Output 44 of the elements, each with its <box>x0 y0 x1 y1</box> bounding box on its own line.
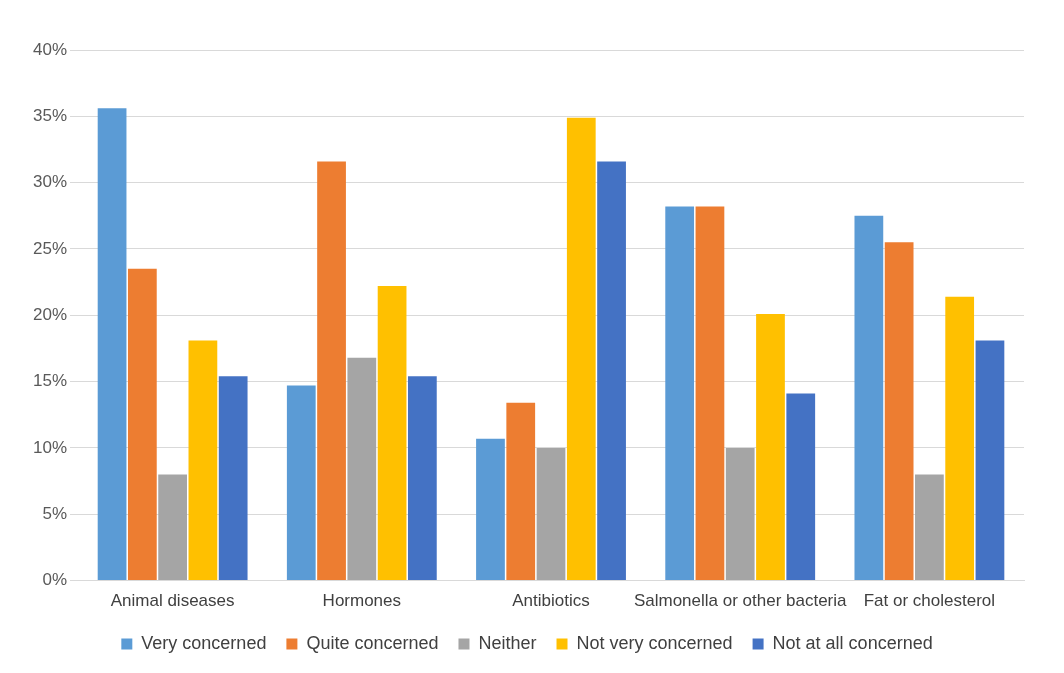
bar <box>158 474 187 581</box>
y-tick-label: 35% <box>32 106 68 126</box>
bar <box>756 313 785 581</box>
y-tick-label: 10% <box>32 437 68 457</box>
bar <box>975 340 1005 581</box>
legend-label: Not very concerned <box>576 632 733 653</box>
bar <box>317 161 346 581</box>
x-tick-label: Antibiotics <box>512 591 590 611</box>
x-tick-label: Fat or cholesterol <box>863 591 996 611</box>
bar <box>854 215 884 581</box>
bar <box>725 447 755 581</box>
bar <box>786 393 816 581</box>
bar <box>945 296 975 581</box>
bar <box>506 402 536 581</box>
legend-label: Quite concerned <box>306 632 439 653</box>
bar <box>188 340 218 581</box>
bar <box>884 242 914 581</box>
bar <box>347 357 377 581</box>
bar <box>915 474 944 581</box>
bar <box>665 206 695 581</box>
y-tick-label: 5% <box>42 503 68 523</box>
y-tick-label: 0% <box>42 570 68 590</box>
bar <box>127 268 157 581</box>
bar <box>407 376 437 581</box>
bar <box>377 286 407 581</box>
bar <box>476 438 505 581</box>
bar <box>536 447 566 581</box>
bar <box>97 108 127 581</box>
y-tick-label: 30% <box>32 172 68 192</box>
legend-label: Very concerned <box>141 632 267 653</box>
legend-label: Not at all concerned <box>772 632 933 653</box>
y-tick-label: 25% <box>32 238 68 258</box>
x-tick-label: Salmonella or other bacteria <box>633 591 848 611</box>
bar <box>286 385 316 581</box>
bar <box>566 117 596 581</box>
x-tick-label: Animal diseases <box>110 591 235 611</box>
legend-label: Neither <box>478 632 537 653</box>
bar <box>218 376 248 581</box>
bar <box>597 161 626 581</box>
bar <box>695 206 725 581</box>
x-tick-label: Hormones <box>322 591 402 611</box>
y-tick-label: 15% <box>32 371 68 391</box>
y-tick-label: 20% <box>32 304 68 324</box>
y-tick-label: 40% <box>32 39 68 59</box>
